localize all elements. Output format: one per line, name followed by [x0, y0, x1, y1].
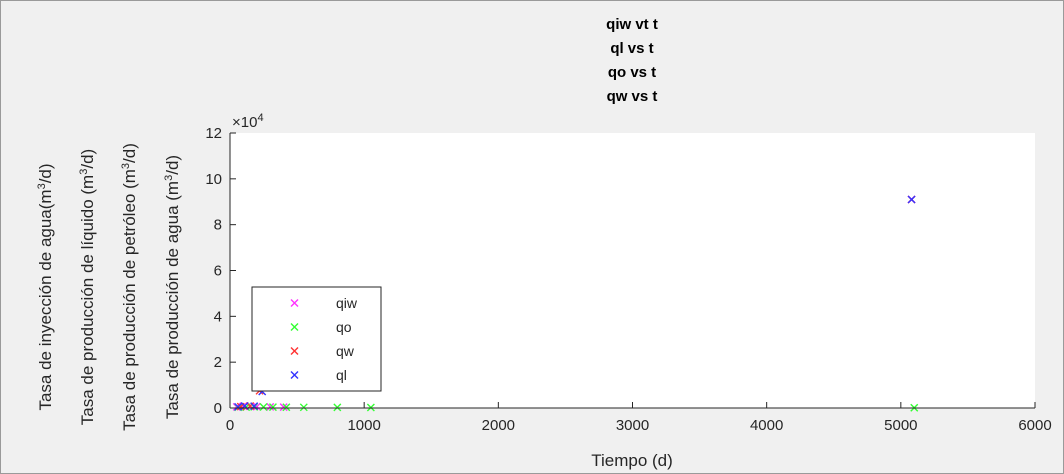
title-line: ql vs t — [610, 40, 653, 57]
x-tick-label: 4000 — [750, 417, 783, 434]
legend-label: ql — [336, 367, 347, 383]
title-line: qo vs t — [608, 64, 656, 81]
data-point-qo — [299, 403, 308, 412]
y-axis-label: Tasa de producción de petróleo (m3/d) — [120, 143, 139, 431]
legend-label: qw — [336, 343, 355, 359]
y-exponent-label: ×104 — [232, 112, 264, 131]
y-tick-label: 6 — [214, 263, 222, 280]
legend-item-ql: ql — [290, 367, 347, 383]
y-axis-label: Tasa de producción de líquido (m3/d) — [78, 149, 97, 425]
legend: qiw qo qw ql — [251, 286, 382, 392]
y-tick-label: 2 — [214, 354, 222, 371]
data-point-qo — [268, 403, 277, 412]
x-tick-label: 5000 — [884, 417, 917, 434]
y-tick-label: 0 — [214, 400, 222, 417]
data-point-qiw — [266, 402, 275, 411]
y-axis-labels: Tasa de inyección de agua(m3/d) Tasa de p… — [36, 143, 182, 431]
legend-label: qiw — [336, 295, 358, 311]
chart-title: qiw vt t ql vs t qo vs t qw vs t — [606, 16, 658, 105]
legend-marker — [290, 347, 299, 355]
x-axis-label: Tiempo (d) — [591, 451, 673, 470]
data-point-qiw — [252, 402, 261, 411]
legend-marker — [290, 299, 299, 307]
legend-label: qo — [336, 319, 352, 335]
legend-item-qiw: qiw — [290, 295, 358, 311]
y-axis-label: Tasa de producción de agua (m3/d) — [163, 155, 182, 419]
data-point-qiw — [279, 403, 288, 412]
x-tick-label: 0 — [226, 417, 234, 434]
data-point-qo — [259, 402, 268, 411]
y-tick-label: 8 — [214, 217, 222, 234]
legend-box — [251, 286, 382, 392]
title-line: qiw vt t — [606, 16, 658, 33]
data-point-qo — [333, 403, 342, 412]
data-point-ql — [234, 402, 243, 411]
legend-marker — [290, 323, 299, 331]
data-point-qo — [282, 403, 291, 412]
x-tick-label: 6000 — [1018, 417, 1051, 434]
x-tick-label: 1000 — [347, 417, 380, 434]
x-ticks: 0 1000 2000 3000 4000 5000 6000 — [226, 402, 1052, 434]
legend-item-qw: qw — [290, 343, 355, 359]
y-ticks: 0 2 4 6 8 10 12 — [205, 125, 236, 417]
y-tick-label: 10 — [205, 171, 222, 188]
y-tick-label: 12 — [205, 125, 222, 142]
y-tick-label: 4 — [214, 308, 222, 325]
title-line: qw vs t — [607, 88, 658, 105]
legend-marker — [290, 371, 299, 379]
data-point-ql — [907, 195, 916, 204]
legend-item-qo: qo — [290, 319, 352, 335]
y-axis-label: Tasa de inyección de agua(m3/d) — [36, 163, 55, 410]
x-tick-label: 2000 — [482, 417, 515, 434]
x-tick-label: 3000 — [616, 417, 649, 434]
